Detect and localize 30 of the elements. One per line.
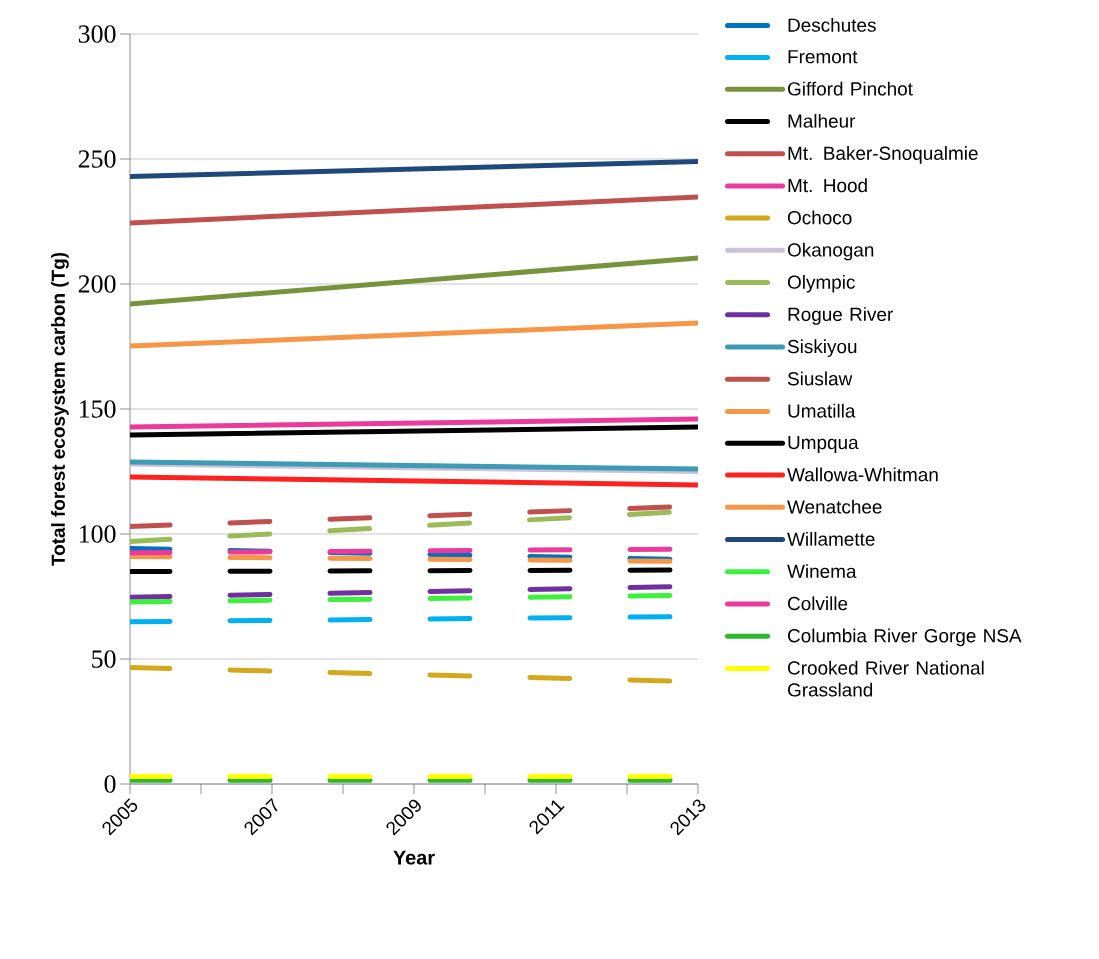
y-tick-label: 50	[92, 650, 116, 668]
legend-label: Winema	[787, 564, 857, 579]
legend-label: Deschutes	[788, 17, 876, 32]
legend-label: Gifford Pinchot	[788, 81, 913, 96]
y-tick-label: 300	[78, 25, 116, 43]
legend-label: Ochoco	[787, 210, 852, 225]
legend-label: Mt. Baker-Snoqualmie	[788, 146, 978, 164]
legend-label: Olympic	[787, 274, 855, 293]
legend-label: Wenatchee	[787, 499, 882, 514]
legend-label: Umatilla	[788, 403, 856, 418]
x-axis-title: Year	[393, 850, 435, 865]
legend-label: Siuslaw	[787, 371, 853, 386]
y-axis-title: Total forest ecosystem carbon (Tg)	[51, 252, 69, 566]
legend-label: Malheur	[788, 113, 856, 128]
legend-label: Columbia River Gorge NSA	[788, 628, 1022, 647]
y-tick-label: 100	[79, 525, 116, 543]
y-tick-label: 150	[79, 400, 116, 418]
legend-label: Wallowa-Whitman	[787, 467, 938, 482]
legend-label: Umpqua	[788, 436, 859, 453]
legend-label: Crooked River National Grassland	[788, 660, 984, 697]
legend-label: Mt. Hood	[788, 178, 867, 193]
legend-label: Siskiyou	[787, 339, 857, 357]
legend-label: Rogue River	[788, 307, 893, 325]
y-tick-label: 200	[78, 275, 116, 293]
legend-label: Colville	[788, 596, 848, 611]
legend-label: Okanogan	[787, 242, 874, 261]
legend-label: Fremont	[788, 50, 858, 64]
legend-label: Willamette	[787, 531, 875, 546]
y-tick-label: 0	[104, 775, 116, 793]
y-tick-label: 250	[78, 150, 116, 168]
